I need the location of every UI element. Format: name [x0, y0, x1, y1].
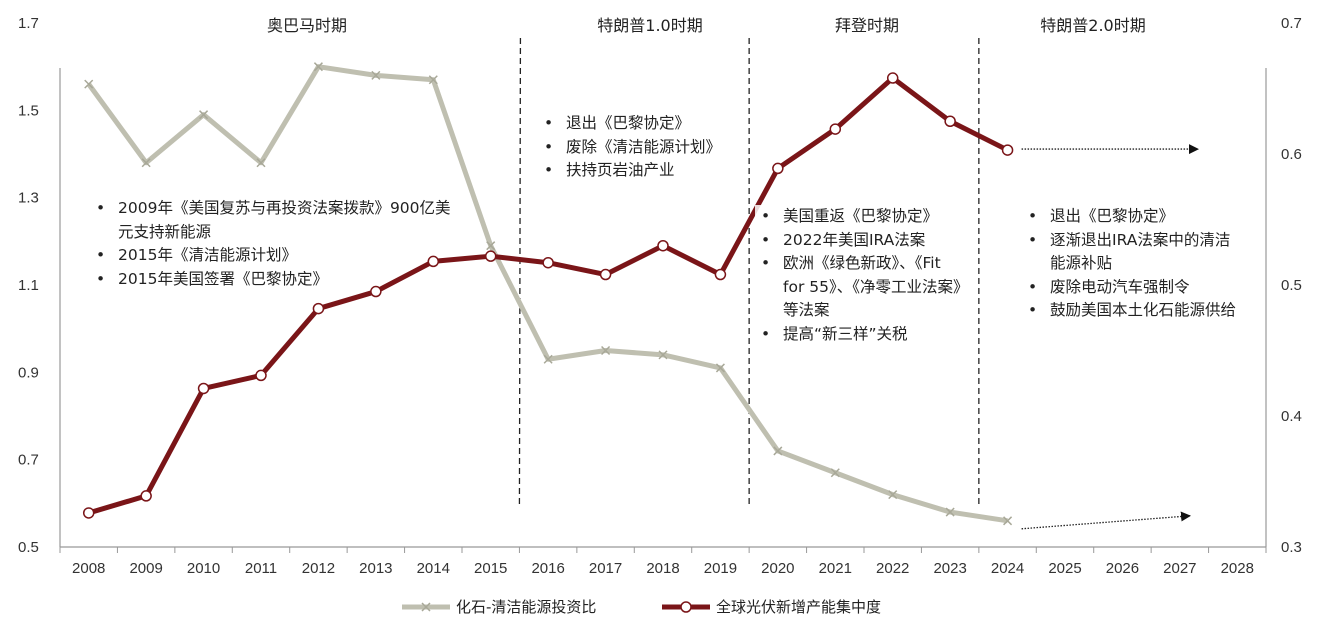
data-point-fossil-clean-ratio — [658, 350, 668, 360]
x-axis-tick-label: 2027 — [1163, 560, 1196, 577]
trend-arrow-fossil-clean-ratio — [1021, 511, 1191, 530]
data-point-pv-concentration — [886, 72, 899, 84]
data-point-pv-concentration — [714, 268, 727, 281]
annotation-trump2: 退出《巴黎协定》 逐渐退出IRA法案中的清洁能源补贴 废除电动汽车强制令 鼓励美… — [1022, 205, 1237, 323]
data-point-fossil-clean-ratio — [1003, 516, 1013, 526]
x-axis-tick-label: 2011 — [245, 560, 277, 577]
data-point-pv-concentration — [599, 268, 612, 281]
data-point-pv-concentration — [542, 256, 554, 269]
period-label-biden: 拜登时期 — [834, 16, 900, 35]
period-label-trump2: 特朗普2.0时期 — [1040, 16, 1146, 35]
annotation-item: 逐渐退出IRA法案中的清洁能源补贴 — [1022, 229, 1237, 276]
annotation-item: 鼓励美国本土化石能源供给 — [1022, 299, 1237, 323]
annotation-item: 美国重返《巴黎协定》 — [755, 205, 965, 229]
period-label-trump1: 特朗普1.0时期 — [597, 16, 703, 35]
data-point-fossil-clean-ratio — [371, 70, 381, 80]
annotation-obama: 2009年《美国复苏与再投资法案拨款》900亿美元支持新能源 2015年《清洁能… — [90, 197, 460, 291]
data-point-fossil-clean-ratio — [256, 158, 266, 168]
annotation-trump1: 退出《巴黎协定》 废除《清洁能源计划》 扶持页岩油产业 — [538, 112, 778, 183]
x-axis-tick-label: 2015 — [474, 560, 507, 577]
annotation-item: 2022年美国IRA法案 — [755, 229, 965, 253]
right-axis-tick-label: 0.6 — [1281, 146, 1302, 163]
data-point-pv-concentration — [944, 115, 956, 127]
annotation-item: 退出《巴黎协定》 — [538, 112, 778, 136]
right-axis-tick-label: 0.7 — [1281, 15, 1302, 32]
data-point-fossil-clean-ratio — [601, 345, 611, 356]
x-axis-tick-label: 2020 — [761, 560, 794, 577]
left-axis-tick-label: 0.5 — [18, 539, 39, 556]
legend-item-fossil-clean-ratio: 化石-清洁能源投资比 — [400, 596, 596, 617]
x-axis-tick-label: 2013 — [359, 560, 392, 577]
data-point-pv-concentration — [255, 369, 267, 382]
x-axis-tick-label: 2024 — [991, 560, 1024, 577]
x-axis-tick-label: 2028 — [1221, 560, 1254, 577]
data-point-fossil-clean-ratio — [141, 158, 151, 168]
x-axis-tick-label: 2012 — [302, 560, 335, 577]
data-point-fossil-clean-ratio — [486, 241, 496, 251]
x-axis-tick-label: 2016 — [531, 560, 564, 577]
legend-item-pv-concentration: 全球光伏新增产能集中度 — [660, 596, 881, 617]
data-point-fossil-clean-ratio — [773, 446, 783, 456]
x-axis-tick-label: 2017 — [589, 560, 622, 577]
annotation-item: 退出《巴黎协定》 — [1022, 205, 1237, 229]
data-point-pv-concentration — [484, 250, 497, 262]
data-point-fossil-clean-ratio — [830, 468, 840, 478]
left-axis-tick-label: 1.7 — [18, 15, 39, 32]
x-axis-tick-label: 2025 — [1048, 560, 1081, 577]
data-point-fossil-clean-ratio — [313, 62, 323, 72]
data-point-pv-concentration — [829, 123, 842, 135]
period-label-obama: 奥巴马时期 — [266, 16, 348, 35]
x-axis-tick-label: 2019 — [704, 560, 737, 577]
data-point-pv-concentration — [82, 507, 95, 519]
x-axis-tick-label: 2021 — [819, 560, 852, 577]
annotation-item: 扶持页岩油产业 — [538, 159, 778, 183]
annotation-item: 欧洲《绿色新政》、《Fit for 55》、《净零工业法案》等法案 — [755, 252, 965, 323]
data-point-pv-concentration — [197, 382, 210, 395]
legend-swatch-red-circle — [660, 597, 712, 617]
legend-label: 全球光伏新增产能集中度 — [716, 598, 882, 616]
right-axis-tick-label: 0.3 — [1281, 539, 1302, 556]
data-point-pv-concentration — [657, 239, 669, 252]
data-point-fossil-clean-ratio — [945, 507, 955, 517]
x-axis-tick-label: 2023 — [933, 560, 966, 577]
data-point-fossil-clean-ratio — [428, 75, 438, 85]
x-axis-tick-label: 2010 — [187, 560, 220, 577]
left-axis-tick-label: 1.1 — [18, 277, 39, 294]
annotation-item: 提高“新三样”关税 — [755, 323, 965, 347]
annotation-item: 废除电动汽车强制令 — [1022, 276, 1237, 300]
right-axis-tick-label: 0.4 — [1281, 408, 1302, 425]
annotation-item: 2015年《清洁能源计划》 — [90, 244, 460, 268]
left-axis-tick-label: 1.3 — [18, 190, 39, 207]
annotation-item: 废除《清洁能源计划》 — [538, 136, 778, 160]
data-point-pv-concentration — [140, 490, 152, 502]
data-point-fossil-clean-ratio — [543, 354, 553, 364]
legend-label: 化石-清洁能源投资比 — [456, 598, 597, 616]
period-divider — [518, 37, 522, 506]
x-axis-tick-label: 2008 — [72, 560, 105, 577]
x-axis-tick-label: 2026 — [1106, 560, 1139, 577]
data-point-fossil-clean-ratio — [84, 79, 94, 89]
data-point-fossil-clean-ratio — [715, 363, 725, 373]
x-axis-tick-label: 2014 — [417, 560, 450, 577]
x-axis-tick-label: 2022 — [876, 560, 909, 577]
annotation-item: 2015年美国签署《巴黎协定》 — [90, 268, 460, 292]
legend-swatch-gray-x — [400, 597, 452, 617]
data-point-pv-concentration — [1001, 144, 1014, 156]
data-point-fossil-clean-ratio — [199, 110, 209, 120]
right-axis-tick-label: 0.5 — [1281, 277, 1302, 294]
left-axis-tick-label: 0.9 — [18, 364, 39, 381]
left-axis-tick-label: 0.7 — [18, 452, 39, 469]
left-axis-tick-label: 1.5 — [18, 102, 39, 119]
x-axis-tick-label: 2009 — [129, 560, 162, 577]
data-point-pv-concentration — [312, 302, 325, 315]
annotation-item: 2009年《美国复苏与再投资法案拨款》900亿美元支持新能源 — [90, 197, 460, 244]
annotation-biden: 美国重返《巴黎协定》 2022年美国IRA法案 欧洲《绿色新政》、《Fit fo… — [755, 205, 965, 346]
x-axis-tick-label: 2018 — [646, 560, 679, 577]
data-point-fossil-clean-ratio — [888, 490, 898, 500]
